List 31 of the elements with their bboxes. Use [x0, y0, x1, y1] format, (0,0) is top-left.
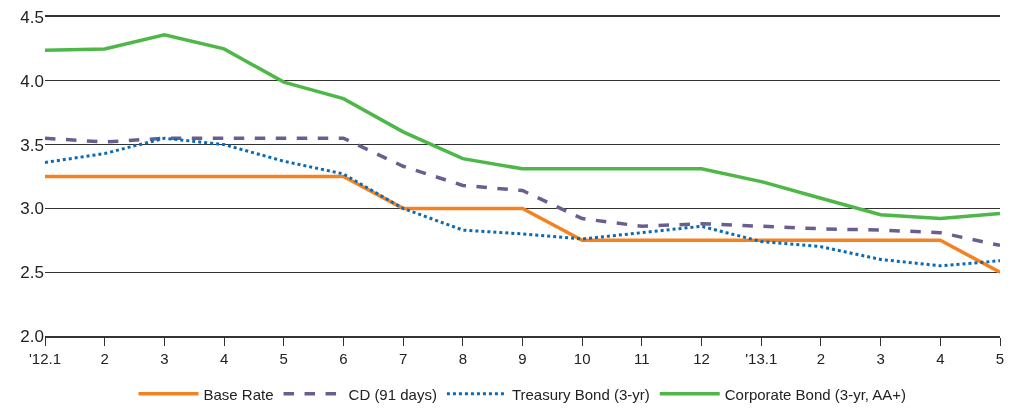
- x-tick-label: 4: [219, 349, 229, 367]
- x-tick-label: 11: [634, 349, 650, 367]
- legend-label: CD (91 days): [348, 385, 437, 403]
- legend-label: Base Rate: [203, 385, 274, 403]
- line-series: [45, 33, 1000, 221]
- x-tick-label: 2: [100, 349, 109, 367]
- y-tick-label: 4.0: [20, 71, 44, 91]
- x-tick-label: 4: [936, 349, 945, 367]
- y-tick-label: 4.5: [20, 7, 44, 27]
- y-tick-label: 2.0: [20, 326, 44, 346]
- y-tick-label: 3.5: [20, 135, 44, 155]
- x-tick-label: 6: [339, 349, 348, 367]
- legend-label: Corporate Bond (3-yr, AA+): [724, 385, 907, 403]
- x-tick-label: '12.1: [28, 349, 62, 367]
- x-tick-label: 2: [816, 349, 826, 367]
- line-series: [45, 136, 1000, 268]
- x-tick-label: 12: [693, 349, 710, 367]
- line-series: [45, 136, 1000, 248]
- x-tick-label: 10: [573, 349, 591, 367]
- x-tick-label: 3: [876, 349, 885, 367]
- x-tick-label: '13.1: [745, 349, 778, 367]
- x-tick-label: 7: [398, 349, 408, 367]
- y-tick-label: 3.0: [20, 199, 44, 219]
- x-tick-label: 3: [160, 349, 169, 367]
- line-series: [45, 174, 1000, 274]
- x-tick-label: 5: [279, 349, 288, 367]
- x-tick-label: 5: [995, 349, 1005, 367]
- x-tick-label: 8: [458, 349, 467, 367]
- legend-label: Treasury Bond (3-yr): [511, 385, 650, 403]
- x-tick-label: 9: [518, 349, 527, 367]
- y-tick-label: 2.5: [20, 263, 44, 283]
